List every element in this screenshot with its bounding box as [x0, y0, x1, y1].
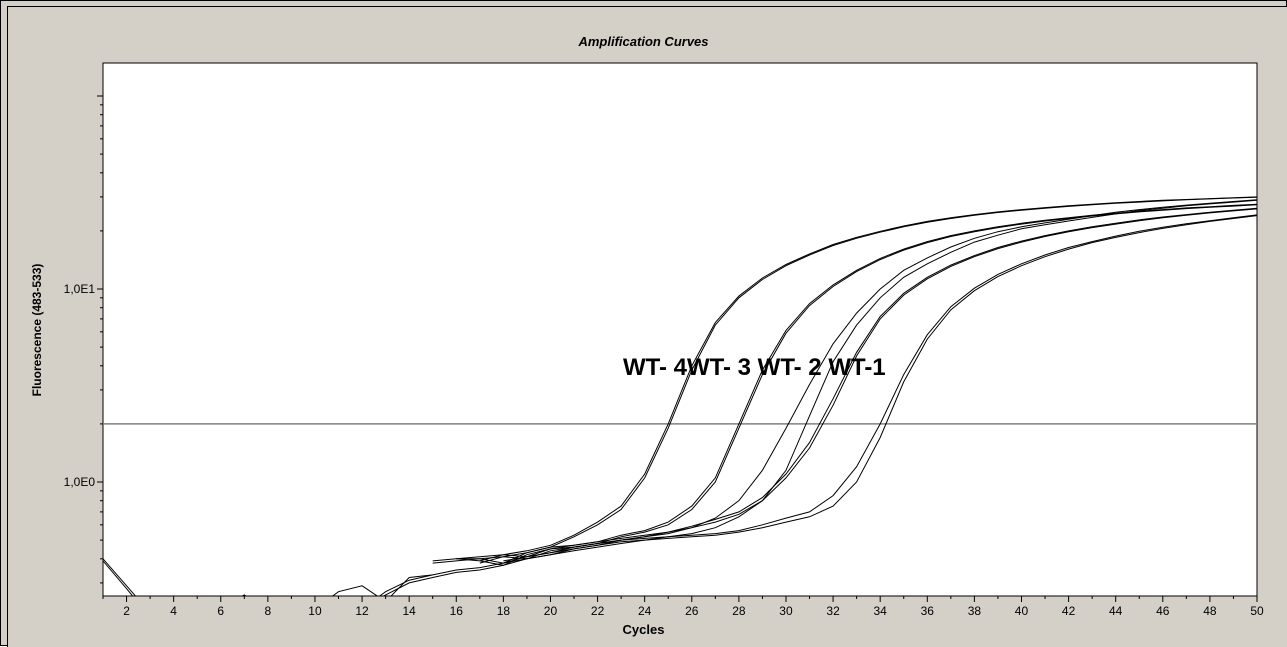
x-tick-label: 26 — [685, 604, 699, 618]
x-tick-label: 28 — [732, 604, 746, 618]
x-tick-label: 32 — [826, 604, 840, 618]
amplification-curve — [432, 196, 1257, 564]
x-tick-label: 44 — [1109, 604, 1123, 618]
x-tick-label: 48 — [1203, 604, 1217, 618]
x-tick-label: 6 — [217, 604, 224, 618]
x-tick-label: 24 — [638, 604, 652, 618]
plot-area — [102, 62, 1258, 597]
amplification-curve — [503, 215, 1257, 564]
sample-annotation: WT- 4WT- 3 WT- 2 WT-1 — [623, 354, 886, 381]
x-tick-label: 30 — [779, 604, 793, 618]
x-tick-label: 50 — [1250, 604, 1264, 618]
amplification-curve — [103, 560, 134, 596]
y-tick-label: 1,0E1 — [64, 282, 96, 296]
x-tick-label: 10 — [308, 604, 322, 618]
x-tick-label: 2 — [123, 604, 130, 618]
x-tick-label: 46 — [1156, 604, 1170, 618]
x-tick-label: 34 — [874, 604, 888, 618]
amplification-curve — [432, 196, 1257, 562]
amplification-curve — [378, 199, 1257, 596]
x-tick-label: 36 — [921, 604, 935, 618]
x-axis-label: Cycles — [622, 622, 665, 637]
x-tick-label: 38 — [968, 604, 982, 618]
x-tick-label: 4 — [170, 604, 177, 618]
amplification-curve — [103, 558, 137, 596]
x-tick-label: 20 — [544, 604, 558, 618]
x-tick-label: 16 — [450, 604, 464, 618]
amplification-curve — [241, 594, 247, 596]
x-tick-label: 42 — [1062, 604, 1076, 618]
amplification-curve — [331, 574, 433, 596]
chart-title: Amplification Curves — [578, 34, 709, 49]
amplification-curve — [479, 207, 1257, 562]
x-tick-label: 18 — [497, 604, 511, 618]
x-tick-label: 22 — [591, 604, 605, 618]
x-tick-label: 8 — [265, 604, 272, 618]
y-tick-label: 1,0E0 — [64, 475, 96, 489]
amplification-curve — [503, 214, 1257, 562]
x-tick-label: 12 — [355, 604, 369, 618]
x-tick-label: 40 — [1015, 604, 1029, 618]
x-tick-label: 14 — [402, 604, 416, 618]
